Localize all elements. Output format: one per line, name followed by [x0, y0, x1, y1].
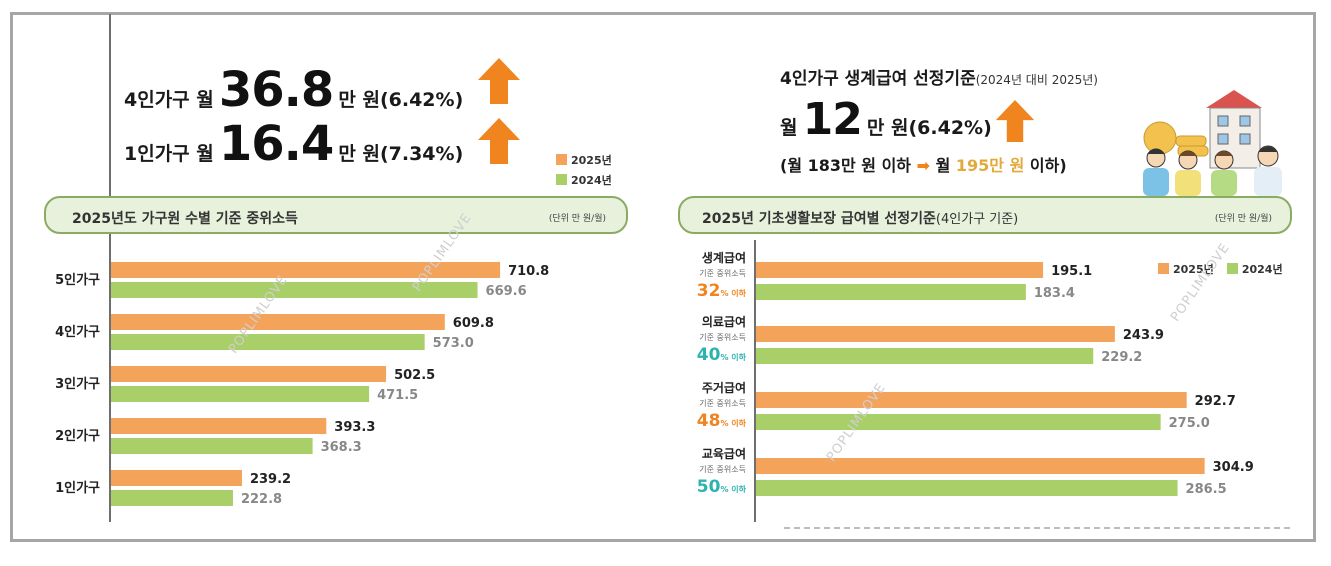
family-house-illustration [1143, 90, 1282, 196]
category-label: 주거급여 [702, 380, 746, 395]
category-label: 교육급여 [702, 446, 746, 461]
value-label: 368.3 [321, 440, 362, 455]
category-percent: 48% 이하 [697, 411, 747, 431]
legend-item-2025: 2025년 [556, 150, 612, 170]
legend-swatch-2024 [1226, 263, 1238, 274]
month-value: 12 [802, 94, 863, 145]
stat-prefix: 4인가구 월 [124, 89, 214, 111]
legend-swatch-2024 [556, 174, 567, 185]
category-percent: 40% 이하 [697, 345, 747, 365]
bar-2025 [111, 418, 327, 434]
value-label: 393.3 [334, 420, 375, 435]
category-label: 생계급여 [702, 250, 746, 265]
value-label: 304.9 [1213, 460, 1254, 475]
category-label: 3인가구 [55, 376, 100, 392]
highlight-value: 195만 원 [955, 156, 1025, 175]
median-income-chart: 5인가구 710.8 669.6 4인가구 609.8 573.0 3인가구 502.5 471… [55, 262, 549, 507]
headline-small: (2024년 대비 2025년) [975, 73, 1098, 87]
category-label: 4인가구 [55, 324, 100, 340]
category-note: 기준 중위소득 [699, 333, 746, 342]
category-label: 2인가구 [55, 428, 100, 444]
bar-2024 [111, 334, 425, 350]
value-label: 286.5 [1186, 482, 1227, 497]
unit-label: (단위 만 원/월) [548, 214, 606, 224]
section-title: 2025년도 가구원 수별 기준 중위소득 [72, 211, 298, 227]
bar-2025 [111, 470, 242, 486]
right-legend: 2025년 2024년 [1158, 258, 1283, 277]
section-title: 2025년 기초생활보장 급여별 선정기준 [702, 211, 936, 227]
bar-2025 [756, 458, 1205, 474]
left-legend: 2025년 2024년 [556, 150, 612, 190]
value-label: 275.0 [1169, 416, 1210, 431]
bar-2024 [756, 414, 1161, 430]
bar-2024 [111, 438, 313, 454]
category-label: 5인가구 [55, 272, 100, 288]
bar-2024 [756, 480, 1178, 496]
legend-swatch-2025 [556, 154, 567, 165]
up-arrow-icon [995, 100, 1035, 142]
left-stat-line-4person: 4인가구 월 36.8 만 원(6.42%) [124, 62, 463, 118]
value-label: 609.8 [453, 316, 494, 331]
right-arrow-icon: ➡ [916, 156, 931, 175]
category-note: 기준 중위소득 [699, 465, 746, 474]
value-label: 195.1 [1051, 264, 1092, 279]
value-label: 239.2 [250, 472, 291, 487]
category-label: 의료급여 [702, 314, 746, 329]
bar-2024 [111, 386, 370, 402]
bar-2025 [111, 366, 387, 382]
value-label: 292.7 [1195, 394, 1236, 409]
value-label: 669.6 [486, 284, 527, 299]
bar-2024 [111, 490, 233, 506]
right-section-header: 2025년 기초생활보장 급여별 선정기준(4인가구 기준) (단위 만 원/월… [678, 196, 1292, 234]
left-stat-line-1person: 1인가구 월 16.4 만 원(7.34%) [124, 116, 463, 172]
stat-suffix: 만 원(7.34%) [338, 143, 464, 165]
headline-text: 4인가구 생계급여 선정기준 [780, 69, 976, 89]
up-arrow-icon [478, 58, 520, 104]
left-section-header: 2025년도 가구원 수별 기준 중위소득 (단위 만 원/월) [44, 196, 628, 234]
month-prefix: 월 [780, 117, 798, 139]
unit-label: (단위 만 원/월) [1214, 214, 1272, 224]
stat-suffix: 만 원(6.42%) [338, 89, 464, 111]
bar-2024 [756, 348, 1094, 364]
bar-2025 [111, 314, 445, 330]
stat-value: 36.8 [218, 62, 334, 118]
category-note: 기준 중위소득 [699, 399, 746, 408]
right-axis-line [754, 240, 756, 522]
bar-2024 [756, 284, 1026, 300]
stat-value: 16.4 [218, 116, 334, 172]
category-label: 1인가구 [55, 480, 100, 496]
value-label: 471.5 [377, 388, 418, 403]
dashed-divider [784, 527, 1290, 529]
stat-prefix: 1인가구 월 [124, 143, 214, 165]
right-headline: 4인가구 생계급여 선정기준(2024년 대비 2025년) [780, 64, 1098, 89]
section-title-small: (4인가구 기준) [935, 212, 1019, 227]
right-month-stat: 월 12 만 원(6.42%) [780, 94, 992, 145]
left-axis-line [109, 14, 111, 522]
value-label: 243.9 [1123, 328, 1164, 343]
right-sub-stat: (월 183만 원 이하 ➡ 월 195만 원 이하) [780, 156, 1067, 175]
bar-2024 [111, 282, 478, 298]
bar-2025 [756, 392, 1187, 408]
bar-2025 [756, 326, 1115, 342]
bar-2025 [756, 262, 1044, 278]
legend-label-2024: 2024년 [1241, 263, 1283, 276]
value-label: 573.0 [433, 336, 474, 351]
category-percent: 32% 이하 [697, 281, 747, 301]
month-suffix: 만 원(6.42%) [866, 117, 992, 139]
bar-2025 [111, 262, 501, 278]
value-label: 710.8 [508, 264, 549, 279]
value-label: 222.8 [241, 492, 282, 507]
category-percent: 50% 이하 [697, 477, 747, 497]
legend-item-2024: 2024년 [556, 170, 612, 190]
legend-swatch-2025 [1158, 263, 1169, 274]
category-note: 기준 중위소득 [699, 269, 746, 278]
value-label: 229.2 [1101, 350, 1142, 365]
up-arrow-icon [478, 118, 520, 164]
legend-label-2025: 2025년 [1173, 263, 1214, 276]
value-label: 183.4 [1034, 286, 1075, 301]
value-label: 502.5 [394, 368, 435, 383]
